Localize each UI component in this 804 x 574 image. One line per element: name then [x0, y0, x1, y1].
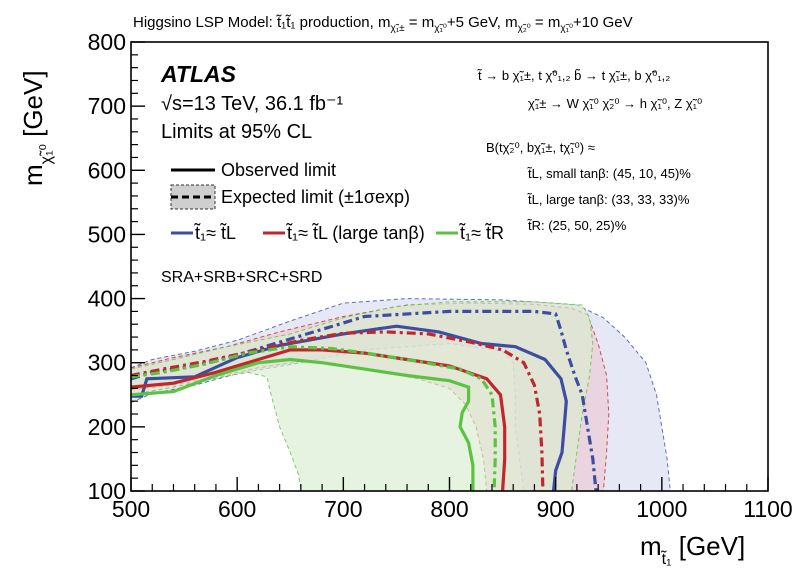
- axis-ticks-group: 500 600 700 800 900 1000 1100 100 200 300 400 500 60…: [88, 29, 793, 522]
- y-tick-label: 600: [88, 157, 126, 183]
- x-tick-label: 900: [536, 496, 574, 522]
- signal-regions-label: SRA+SRB+SRC+SRD: [161, 269, 322, 286]
- x-tick-label: 800: [430, 496, 468, 522]
- y-tick-label: 700: [88, 93, 126, 119]
- band-upper-edge-tl: [130, 298, 671, 492]
- y-tick-label: 200: [88, 414, 126, 440]
- legend-scenarios: t̃₁≈ t̃L t̃₁≈ t̃L (large tanβ) t̃₁≈ t̃R: [171, 223, 504, 243]
- br-title: B(tχ̃₂⁰, bχ̃₁±, tχ̃₁⁰) ≈: [486, 140, 595, 155]
- br-entry-3: t̃R: (25, 50, 25)%: [527, 218, 627, 233]
- experiment-label: ATLAS: [160, 61, 237, 87]
- legend-label-tl-large-tanb: t̃₁≈ t̃L (large tanβ): [285, 223, 424, 243]
- y-tick-label: 400: [88, 286, 126, 312]
- x-axis-label: mt̃₁ [GeV]: [640, 531, 745, 568]
- y-tick-label: 100: [88, 478, 126, 504]
- decay-info: t̃ → b χ̃₁±, t χ̃⁰₁,₂ b̃ → t χ̃₁±, b χ̃⁰…: [477, 68, 703, 233]
- limit-lines-group: [130, 309, 598, 492]
- br-entry-1: t̃L, small tanβ: (45, 10, 45)%: [527, 166, 692, 181]
- decay-line-2: χ̃₁± → W χ̃₁⁰ χ̃₂⁰ → h χ̃₁⁰, Z χ̃₁⁰: [528, 96, 702, 111]
- decay-line-1: t̃ → b χ̃₁±, t χ̃⁰₁,₂ b̃ → t χ̃₁±, b χ̃⁰…: [477, 68, 671, 83]
- x-tick-label: 600: [218, 496, 256, 522]
- x-tick-label: 700: [324, 496, 362, 522]
- energy-label: √s=13 TeV, 36.1 fb⁻¹: [161, 93, 344, 115]
- y-axis-label: mχ̃₁⁰ [GeV]: [18, 70, 55, 186]
- br-entry-2: t̃L, large tanβ: (33, 33, 33)%: [527, 192, 690, 207]
- legend: Observed limit Expected limit (±1σexp) t…: [170, 160, 504, 243]
- observed-limit-tl-large-tanb: [130, 348, 507, 492]
- band-upper-edge-tl-large-tanb: [130, 302, 610, 492]
- observed-limit-tr: [130, 357, 475, 491]
- y-tick-label: 800: [88, 29, 126, 55]
- legend-expected-label: Expected limit (±1σexp): [221, 187, 410, 207]
- expected-limit-tl-large-tanb: [130, 330, 545, 492]
- y-tick-label: 300: [88, 350, 126, 376]
- y-tick-label: 500: [88, 221, 126, 247]
- legend-observed-label: Observed limit: [221, 160, 336, 180]
- chart-title: Higgsino LSP Model: t̃₁t̃₁ production, m…: [133, 14, 633, 34]
- cl-label: Limits at 95% CL: [161, 121, 312, 143]
- expected-band-tr: [131, 301, 593, 491]
- band-upper-edge-tr: [130, 301, 594, 492]
- legend-label-tr: t̃₁≈ t̃R: [458, 223, 504, 243]
- x-tick-label: 1000: [636, 496, 687, 522]
- x-tick-label: 1100: [743, 496, 792, 522]
- observed-limit-tl: [131, 324, 568, 492]
- legend-label-tl: t̃₁≈ t̃L: [193, 223, 236, 243]
- x-tick-label: 500: [112, 496, 150, 522]
- expected-limit-tr: [130, 345, 497, 492]
